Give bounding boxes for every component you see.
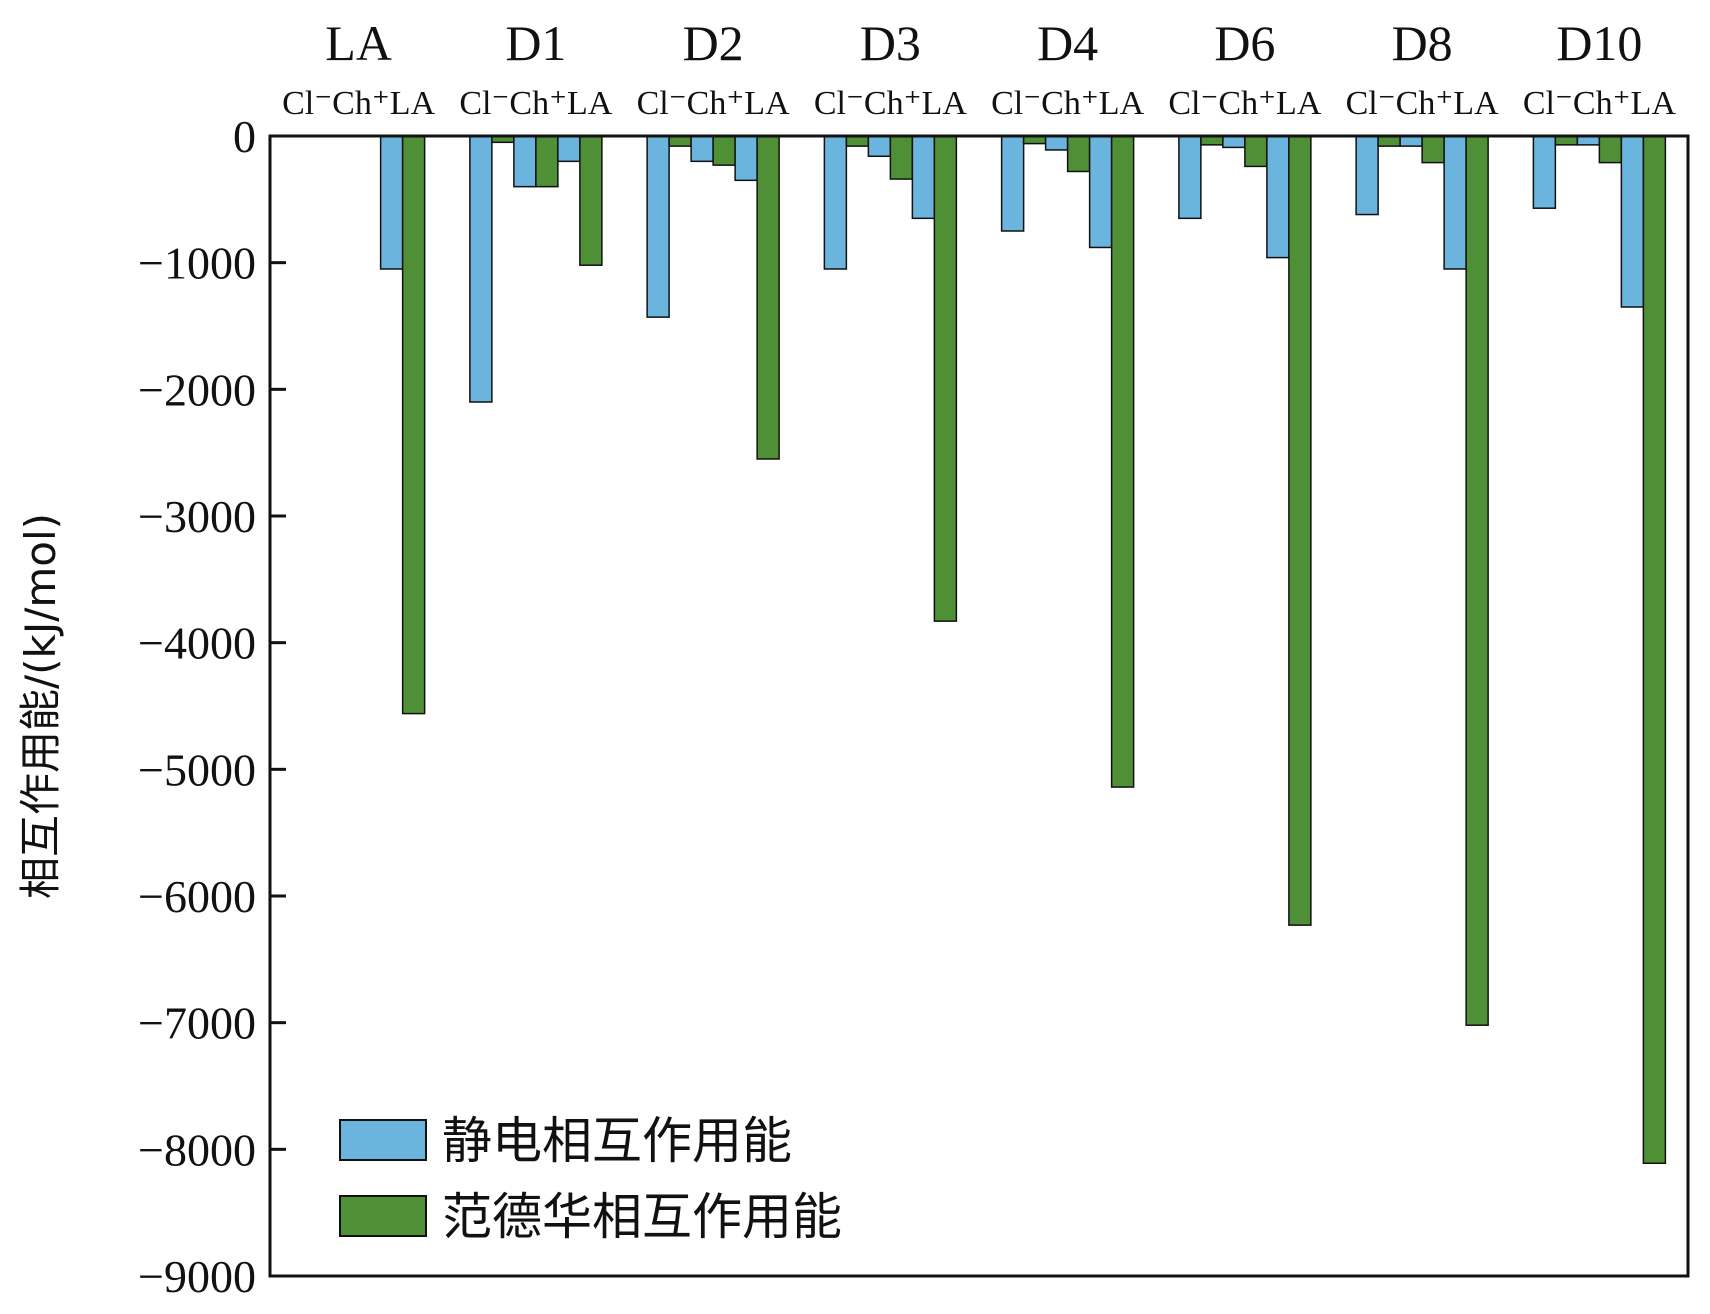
bar-D2-vdw-1 xyxy=(668,135,692,147)
y-tick-label: 0 xyxy=(233,111,256,162)
bar-D8-vdw-3 xyxy=(1465,135,1489,1026)
bar-D4-electrostatic-3 xyxy=(1088,135,1113,249)
bar-D8-vdw-2 xyxy=(1421,135,1445,164)
group-label: D3 xyxy=(860,15,921,71)
bar-D1-electrostatic-1 xyxy=(469,135,493,403)
bar-D10-vdw-3 xyxy=(1642,135,1667,1165)
y-axis: 0 −1000 −2000 −3000 −4000 −5000 −6000 −7000 −800… xyxy=(138,111,286,1302)
bar-D6-electrostatic-3 xyxy=(1266,135,1290,259)
bar-D6-vdw-2 xyxy=(1244,135,1268,168)
y-tick-label: −4000 xyxy=(138,618,256,669)
bar-D4-vdw-3 xyxy=(1110,135,1135,788)
bar-D3-electrostatic-3 xyxy=(911,135,936,220)
group-sublabel: Cl⁻Ch⁺LA xyxy=(991,85,1144,122)
y-tick-label: −5000 xyxy=(138,744,256,795)
group-labels: LA Cl⁻Ch⁺LA D1 Cl⁻Ch⁺LA D2 Cl⁻Ch⁺LA D3 Cl⁻Ch⁺LA… xyxy=(282,15,1676,122)
bar-D3-electrostatic-1 xyxy=(823,135,848,270)
bar-D3-vdw-2 xyxy=(889,135,914,180)
bar-D1-electrostatic-2 xyxy=(513,135,537,188)
bar-D8-electrostatic-3 xyxy=(1443,135,1467,270)
bar-LA-vdw-3 xyxy=(401,135,426,715)
bar-D10-electrostatic-1 xyxy=(1532,135,1557,209)
group-sublabel: Cl⁻Ch⁺LA xyxy=(1168,85,1321,122)
bar-D2-electrostatic-2 xyxy=(690,135,714,163)
bar-D10-vdw-2 xyxy=(1598,135,1623,164)
bar-D2-vdw-2 xyxy=(712,135,736,166)
group-label: D1 xyxy=(505,15,566,71)
group-sublabel: Cl⁻Ch⁺LA xyxy=(459,85,612,122)
bar-D8-vdw-1 xyxy=(1377,135,1401,147)
y-tick-label: −9000 xyxy=(138,1251,256,1302)
bar-LA-electrostatic-3 xyxy=(379,135,404,270)
bar-D10-electrostatic-3 xyxy=(1620,135,1645,308)
group-sublabel: Cl⁻Ch⁺LA xyxy=(814,85,967,122)
group-label: D10 xyxy=(1556,15,1642,71)
bar-D3-vdw-3 xyxy=(933,135,958,622)
legend-label: 静电相互作用能 xyxy=(442,1112,792,1170)
plot-frame xyxy=(268,134,1690,1278)
bar-D3-vdw-1 xyxy=(845,135,870,147)
y-tick-label: −8000 xyxy=(138,1124,256,1175)
group-sublabel: Cl⁻Ch⁺LA xyxy=(282,85,435,122)
y-tick-label: −2000 xyxy=(138,364,256,415)
bar-D6-electrostatic-2 xyxy=(1222,135,1246,149)
group-sublabel: Cl⁻Ch⁺LA xyxy=(637,85,790,122)
y-tick-label: −7000 xyxy=(138,998,256,1049)
bar-D4-electrostatic-1 xyxy=(1000,135,1025,232)
group-sublabel: Cl⁻Ch⁺LA xyxy=(1346,85,1499,122)
group-label: LA xyxy=(325,15,392,71)
bar-D4-vdw-2 xyxy=(1066,135,1091,173)
y-tick-label: −6000 xyxy=(138,871,256,922)
y-tick-label: −1000 xyxy=(138,238,256,289)
bar-D1-vdw-2 xyxy=(535,135,559,188)
group-sublabel: Cl⁻Ch⁺LA xyxy=(1523,85,1676,122)
bar-D8-electrostatic-2 xyxy=(1399,135,1423,147)
legend-label: 范德华相互作用能 xyxy=(442,1188,842,1246)
bar-D2-vdw-3 xyxy=(756,135,780,460)
y-axis-title: 相互作用能/(kJ/mol) xyxy=(16,513,65,899)
bar-D1-vdw-3 xyxy=(579,135,603,266)
bar-D2-electrostatic-3 xyxy=(734,135,758,182)
legend-swatch xyxy=(339,1195,427,1237)
bar-D4-electrostatic-2 xyxy=(1044,135,1069,151)
group-label: D6 xyxy=(1214,15,1275,71)
bar-D8-electrostatic-1 xyxy=(1355,135,1379,216)
bar-D2-electrostatic-1 xyxy=(646,135,670,318)
legend-swatch xyxy=(339,1119,427,1161)
bar-D6-electrostatic-1 xyxy=(1178,135,1202,220)
bar-D3-electrostatic-2 xyxy=(867,135,892,158)
bar-marks xyxy=(379,135,1667,1165)
group-label: D2 xyxy=(683,15,744,71)
group-label: D8 xyxy=(1392,15,1453,71)
bar-D6-vdw-3 xyxy=(1288,135,1312,926)
bar-D1-electrostatic-3 xyxy=(557,135,581,163)
y-tick-label: −3000 xyxy=(138,491,256,542)
group-label: D4 xyxy=(1037,15,1098,71)
